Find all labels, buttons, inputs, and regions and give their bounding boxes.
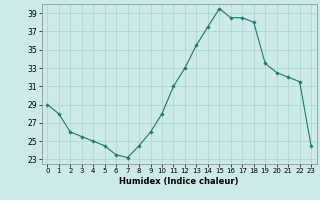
X-axis label: Humidex (Indice chaleur): Humidex (Indice chaleur) xyxy=(119,177,239,186)
